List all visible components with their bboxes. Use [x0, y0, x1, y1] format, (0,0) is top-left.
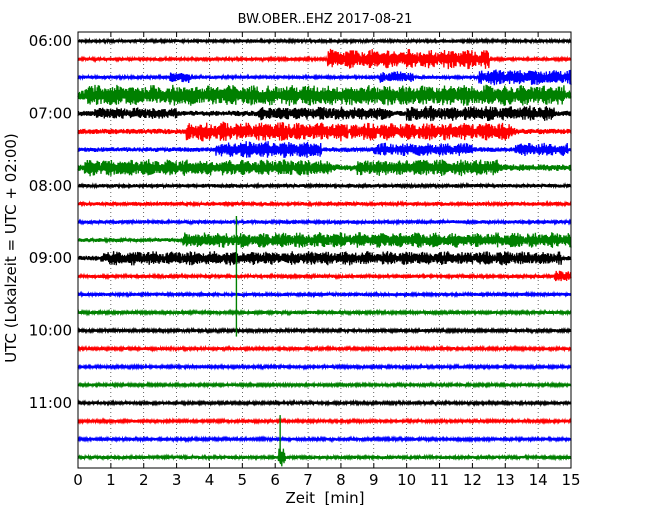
trace-line — [77, 159, 572, 177]
trace-line — [77, 326, 572, 335]
x-tick-label: 13 — [496, 471, 515, 489]
trace-line — [77, 344, 572, 353]
trace-line — [77, 181, 572, 190]
trace-line — [77, 270, 572, 282]
x-tick-label: 4 — [205, 471, 215, 489]
x-axis-ticks: 0 1 2 3 4 5 6 7 8 9 10 11 12 13 14 15 — [73, 32, 581, 489]
x-tick-label: 3 — [172, 471, 182, 489]
x-tick-label: 8 — [336, 471, 346, 489]
y-tick-label: 10:00 — [29, 322, 72, 340]
y-tick-label: 08:00 — [29, 177, 72, 195]
chart-title: BW.OBER..EHZ 2017-08-21 — [238, 12, 413, 27]
x-axis-label: Zeit [min] — [285, 489, 364, 507]
x-tick-label: 9 — [369, 471, 379, 489]
x-tick-label: 1 — [106, 471, 116, 489]
trace-line — [77, 121, 572, 142]
x-tick-label: 12 — [463, 471, 482, 489]
trace-line — [77, 435, 572, 444]
y-tick-label: 06:00 — [29, 32, 72, 50]
x-tick-label: 10 — [397, 471, 416, 489]
trace-line — [77, 141, 572, 158]
trace-line — [77, 48, 572, 70]
trace-line — [77, 251, 572, 266]
plot-frame — [77, 31, 572, 469]
trace-line — [77, 290, 572, 299]
x-tick-label: 2 — [139, 471, 149, 489]
trace-line — [77, 362, 572, 371]
x-tick-label: 5 — [238, 471, 248, 489]
x-tick-label: 7 — [303, 471, 313, 489]
trace-line — [77, 380, 572, 389]
x-tick-label: 6 — [270, 471, 280, 489]
trace-line — [77, 417, 572, 426]
y-axis-label: UTC (Lokalzeit = UTC + 02:00) — [2, 133, 20, 363]
x-tick-label: 11 — [430, 471, 449, 489]
x-tick-label: 15 — [561, 471, 580, 489]
trace-line — [77, 308, 572, 317]
trace-line — [77, 36, 572, 46]
trace-line — [77, 69, 572, 86]
trace-group — [77, 36, 572, 467]
trace-line — [77, 84, 572, 106]
trace-line — [77, 232, 572, 248]
y-tick-label: 07:00 — [29, 104, 72, 122]
trace-line — [77, 218, 572, 226]
x-tick-label: 0 — [73, 471, 83, 489]
y-tick-label: 11:00 — [29, 394, 72, 412]
y-axis-ticks: 06:00 07:00 08:00 09:00 10:00 11:00 — [29, 32, 571, 412]
y-tick-label: 09:00 — [29, 249, 72, 267]
trace-line — [77, 448, 572, 467]
trace-line — [77, 199, 572, 208]
trace-line — [77, 105, 572, 122]
trace-line — [77, 398, 572, 408]
x-tick-label: 14 — [529, 471, 548, 489]
